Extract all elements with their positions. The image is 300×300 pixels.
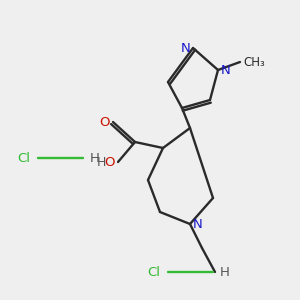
- Text: Cl: Cl: [17, 152, 30, 164]
- Text: O: O: [104, 155, 115, 169]
- Text: N: N: [221, 64, 231, 76]
- Text: CH₃: CH₃: [243, 56, 265, 68]
- Text: N: N: [180, 41, 190, 55]
- Text: H: H: [90, 152, 100, 164]
- Text: Cl: Cl: [147, 266, 160, 278]
- Text: H: H: [97, 157, 106, 169]
- Text: O: O: [100, 116, 110, 128]
- Text: H: H: [220, 266, 230, 278]
- Text: N: N: [193, 218, 203, 230]
